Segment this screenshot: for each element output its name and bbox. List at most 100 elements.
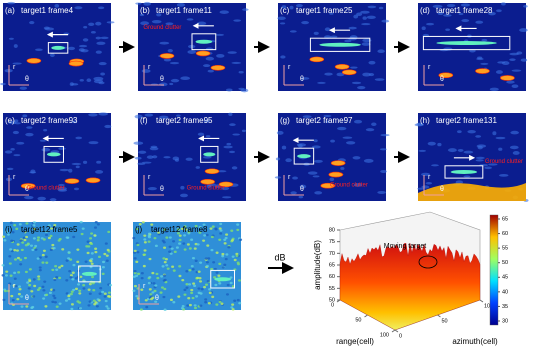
speckle bbox=[203, 234, 207, 237]
speckle bbox=[95, 36, 101, 40]
speckle bbox=[134, 156, 142, 160]
axis-r-label: r bbox=[288, 64, 291, 71]
speckle bbox=[25, 222, 29, 225]
clutter-annotation: Ground clutter bbox=[187, 185, 225, 191]
speckle bbox=[14, 258, 18, 261]
speckle bbox=[146, 155, 154, 159]
axis-r-label: r bbox=[148, 64, 151, 71]
panel-title: target2 frame131 bbox=[436, 116, 497, 125]
colorbar bbox=[489, 214, 499, 326]
speckle bbox=[204, 119, 210, 123]
clutter bbox=[210, 64, 226, 71]
speckle bbox=[148, 288, 152, 291]
speckle bbox=[231, 61, 242, 64]
speckle bbox=[285, 158, 292, 163]
speckle bbox=[8, 37, 14, 40]
speckle bbox=[7, 1, 16, 5]
speckle bbox=[147, 240, 151, 243]
speckle bbox=[2, 235, 6, 238]
panel-title: target1 frame11 bbox=[156, 6, 212, 15]
speckle bbox=[87, 304, 91, 307]
speckle bbox=[132, 275, 136, 278]
speckle bbox=[86, 240, 90, 243]
speckle bbox=[193, 284, 197, 288]
speckle bbox=[377, 49, 385, 53]
speckle bbox=[43, 26, 50, 30]
speckle bbox=[186, 243, 190, 246]
speckle bbox=[209, 227, 213, 230]
speckle bbox=[418, 149, 427, 152]
target-box bbox=[422, 35, 511, 51]
speckle bbox=[488, 11, 496, 16]
speckle bbox=[421, 26, 426, 31]
speckle bbox=[432, 4, 443, 8]
panel-label: (f) bbox=[140, 116, 148, 125]
speckle bbox=[221, 266, 225, 269]
speckle bbox=[133, 141, 144, 145]
speckle bbox=[34, 248, 38, 251]
speckle bbox=[159, 41, 170, 45]
speckle bbox=[3, 239, 7, 242]
speckle bbox=[509, 58, 516, 62]
speckle bbox=[211, 225, 215, 228]
speckle bbox=[168, 245, 172, 248]
speckle bbox=[23, 256, 27, 260]
speckle bbox=[24, 270, 28, 274]
speckle bbox=[67, 251, 71, 254]
speckle bbox=[181, 278, 185, 282]
speckle bbox=[163, 246, 167, 249]
speckle bbox=[69, 276, 73, 279]
speckle bbox=[70, 303, 74, 306]
speckle bbox=[162, 257, 166, 260]
speckle bbox=[10, 239, 14, 243]
speckle bbox=[231, 255, 235, 258]
speckle bbox=[221, 254, 225, 258]
axis-theta-label: θ bbox=[25, 295, 29, 302]
speckle bbox=[361, 23, 371, 26]
speckle bbox=[199, 304, 203, 307]
speckle bbox=[188, 247, 192, 250]
speckle bbox=[65, 292, 69, 295]
speckle bbox=[160, 275, 164, 278]
speckle bbox=[82, 284, 86, 287]
speckle bbox=[85, 245, 89, 248]
target-echo bbox=[81, 271, 97, 276]
speckle bbox=[367, 5, 377, 9]
speckle bbox=[81, 227, 85, 230]
clutter bbox=[341, 69, 357, 76]
speckle bbox=[32, 237, 36, 240]
speckle bbox=[183, 234, 187, 237]
speckle bbox=[132, 289, 136, 292]
speckle bbox=[84, 260, 88, 263]
speckle bbox=[314, 191, 323, 195]
speckle bbox=[324, 72, 333, 76]
speckle bbox=[145, 305, 149, 309]
speckle bbox=[197, 287, 201, 290]
speckle bbox=[88, 292, 92, 295]
speckle bbox=[158, 115, 169, 120]
axis-theta-label: θ bbox=[155, 295, 159, 302]
speckle bbox=[206, 244, 210, 247]
speckle bbox=[79, 275, 83, 278]
speckle bbox=[26, 281, 30, 284]
speckle bbox=[61, 248, 65, 251]
speckle bbox=[222, 196, 232, 199]
speckle bbox=[463, 150, 474, 154]
speckle bbox=[151, 291, 155, 294]
speckle bbox=[163, 308, 167, 311]
speckle bbox=[362, 72, 371, 77]
axis-theta-label: θ bbox=[440, 186, 444, 193]
speckle bbox=[152, 282, 156, 285]
speckle bbox=[44, 230, 48, 233]
panel-label: (i) bbox=[5, 225, 12, 234]
speckle bbox=[148, 275, 152, 279]
speckle bbox=[377, 190, 386, 195]
speckle bbox=[233, 258, 237, 262]
speckle bbox=[475, 159, 484, 162]
speckle bbox=[477, 145, 483, 150]
speckle bbox=[379, 148, 387, 151]
panel-label: (b) bbox=[140, 6, 150, 15]
speckle bbox=[58, 276, 62, 280]
speckle bbox=[10, 147, 15, 151]
speckle bbox=[144, 113, 154, 117]
